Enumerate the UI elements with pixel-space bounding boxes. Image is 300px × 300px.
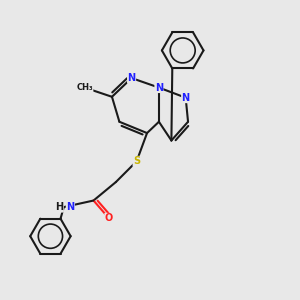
Text: CH₃: CH₃ (76, 83, 93, 92)
Text: O: O (105, 213, 113, 224)
Text: N: N (128, 73, 136, 83)
Text: N: N (182, 93, 190, 103)
Text: H: H (55, 202, 63, 212)
Text: S: S (133, 156, 140, 166)
Text: N: N (155, 82, 163, 93)
Text: N: N (66, 202, 74, 212)
